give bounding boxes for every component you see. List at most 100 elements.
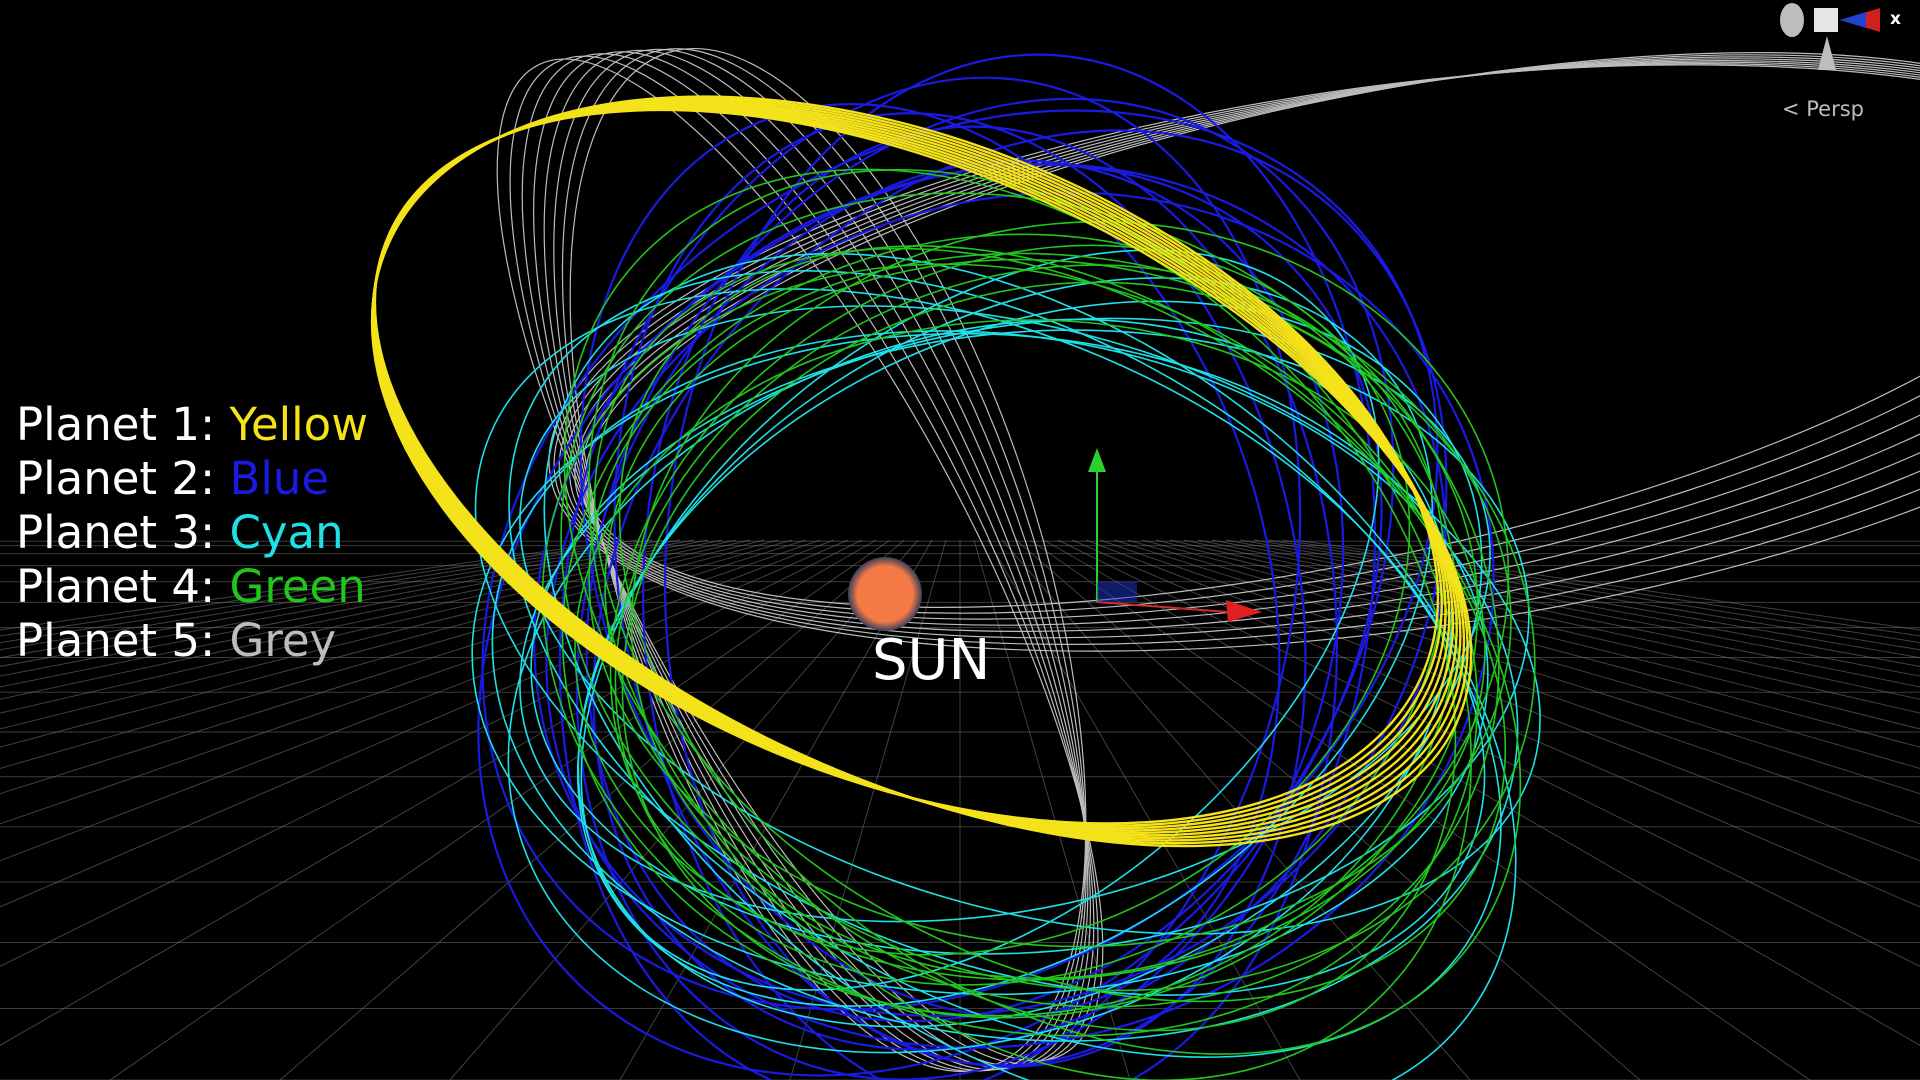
grid-line bbox=[0, 539, 877, 1046]
legend-color-name: Grey bbox=[229, 614, 337, 667]
grid-line bbox=[109, 539, 891, 1080]
orbit-ring bbox=[471, 332, 1489, 996]
planet-legend: Planet 1: Yellow Planet 2: Blue Planet 3… bbox=[16, 398, 368, 668]
grid-line bbox=[0, 539, 793, 769]
orbit-ring bbox=[642, 125, 1338, 1080]
grid-line bbox=[1099, 539, 1920, 825]
grid-line bbox=[1267, 539, 1920, 644]
orbit-ring bbox=[574, 56, 1920, 620]
legend-color-name: Blue bbox=[229, 452, 330, 505]
orbit-ring bbox=[519, 305, 1541, 935]
orbit-ring bbox=[548, 64, 1920, 652]
gizmo-x-arrow-icon[interactable] bbox=[1226, 600, 1262, 622]
orbit-planet-4 bbox=[541, 168, 1536, 1080]
legend-row-planet-1: Planet 1: Yellow bbox=[16, 398, 368, 452]
grid-line bbox=[1071, 539, 1920, 908]
persp-view-toggle[interactable]: < Persp bbox=[1782, 97, 1865, 121]
sun-label: SUN bbox=[872, 628, 991, 693]
grid-line bbox=[0, 539, 681, 659]
transform-gizmo[interactable] bbox=[1088, 448, 1262, 622]
grid-line bbox=[0, 539, 779, 748]
gizmo-axis-label: x bbox=[1890, 9, 1901, 29]
legend-prefix: Planet 5: bbox=[16, 614, 230, 667]
orbit-ring bbox=[507, 318, 1453, 1054]
grid-line bbox=[0, 539, 751, 714]
orbit-ring bbox=[593, 247, 1507, 1003]
gizmo-z-handle[interactable] bbox=[1097, 582, 1137, 602]
orbit-ring bbox=[541, 263, 1479, 1037]
orbit-ring bbox=[558, 61, 1920, 639]
orbit-ring bbox=[519, 317, 1491, 923]
orbit-ring bbox=[588, 169, 1472, 1080]
orbit-ring bbox=[553, 63, 1920, 645]
grid-line bbox=[0, 539, 807, 795]
grid-line bbox=[0, 539, 765, 730]
grid-line bbox=[1029, 539, 1811, 1080]
grid-line bbox=[1295, 539, 1920, 631]
orbit-ring bbox=[574, 319, 1486, 981]
grid-line bbox=[1281, 539, 1920, 637]
sun-icon[interactable] bbox=[848, 557, 922, 631]
legend-row-planet-2: Planet 2: Blue bbox=[16, 452, 368, 506]
grid-line bbox=[0, 539, 667, 651]
orbit-planet-1 bbox=[370, 95, 1473, 848]
orbit-ring bbox=[373, 108, 1473, 848]
orbit-ring bbox=[576, 277, 1434, 1007]
legend-prefix: Planet 3: bbox=[16, 506, 230, 559]
grid-line bbox=[1183, 539, 1920, 700]
grid-line bbox=[1141, 539, 1920, 748]
gizmo-down-cone-icon[interactable] bbox=[1818, 36, 1836, 70]
orbit-planet-5 bbox=[496, 48, 1920, 1072]
grid-line bbox=[0, 539, 723, 688]
orbit-ring bbox=[509, 55, 1099, 1065]
gizmo-x-axis[interactable] bbox=[1096, 601, 1229, 613]
orbit-ring bbox=[614, 264, 1446, 986]
orbit-ring bbox=[481, 109, 1439, 1011]
legend-row-planet-4: Planet 4: Green bbox=[16, 560, 368, 614]
orbit-ring bbox=[477, 163, 1383, 1077]
legend-color-name: Yellow bbox=[229, 398, 369, 451]
gizmo-y-arrow-icon[interactable] bbox=[1088, 448, 1106, 472]
grid-line bbox=[0, 539, 709, 677]
orbit-ring bbox=[496, 58, 1104, 1062]
gizmo-left-cone-icon[interactable] bbox=[1780, 3, 1804, 37]
grid-line bbox=[0, 539, 863, 967]
orbit-ring bbox=[372, 106, 1466, 842]
orbit-ring bbox=[521, 53, 1095, 1067]
grid-line bbox=[449, 539, 919, 1080]
legend-prefix: Planet 1: bbox=[16, 398, 230, 451]
orbit-ring bbox=[592, 129, 1448, 1051]
legend-row-planet-3: Planet 3: Cyan bbox=[16, 506, 368, 560]
orbit-ring bbox=[630, 221, 1510, 979]
orbit-ring bbox=[371, 97, 1443, 827]
legend-row-planet-5: Planet 5: Grey bbox=[16, 614, 368, 668]
grid-line bbox=[1197, 539, 1920, 688]
orbit-ring bbox=[563, 168, 1457, 1032]
grid-line bbox=[0, 539, 653, 644]
gizmo-center-cube-icon[interactable] bbox=[1814, 8, 1838, 32]
grid-line bbox=[1225, 539, 1920, 667]
gizmo-z-cone-icon[interactable] bbox=[1840, 12, 1866, 28]
legend-prefix: Planet 2: bbox=[16, 452, 230, 505]
orbit-ring bbox=[588, 252, 1512, 948]
orbit-ring bbox=[543, 252, 1517, 1080]
orbit-ring bbox=[618, 245, 1522, 1055]
grid-line bbox=[0, 539, 695, 667]
orbit-ring bbox=[545, 191, 1495, 1049]
orbit-ring bbox=[560, 192, 1500, 1008]
orbit-ring bbox=[474, 288, 1486, 996]
orbit-ring bbox=[621, 281, 1479, 1019]
view-orientation-gizmo[interactable] bbox=[1780, 3, 1880, 70]
grid-line bbox=[1155, 539, 1920, 730]
legend-prefix: Planet 4: bbox=[16, 560, 230, 613]
grid-line bbox=[0, 539, 639, 637]
grid-line bbox=[1239, 539, 1920, 659]
orbit-planet-3 bbox=[471, 249, 1541, 1080]
grid-line bbox=[0, 539, 737, 700]
legend-color-name: Cyan bbox=[229, 506, 344, 559]
orbit-ring bbox=[533, 51, 1091, 1069]
grid-line bbox=[1169, 539, 1920, 714]
legend-color-name: Green bbox=[229, 560, 366, 613]
grid-line bbox=[1211, 539, 1920, 677]
